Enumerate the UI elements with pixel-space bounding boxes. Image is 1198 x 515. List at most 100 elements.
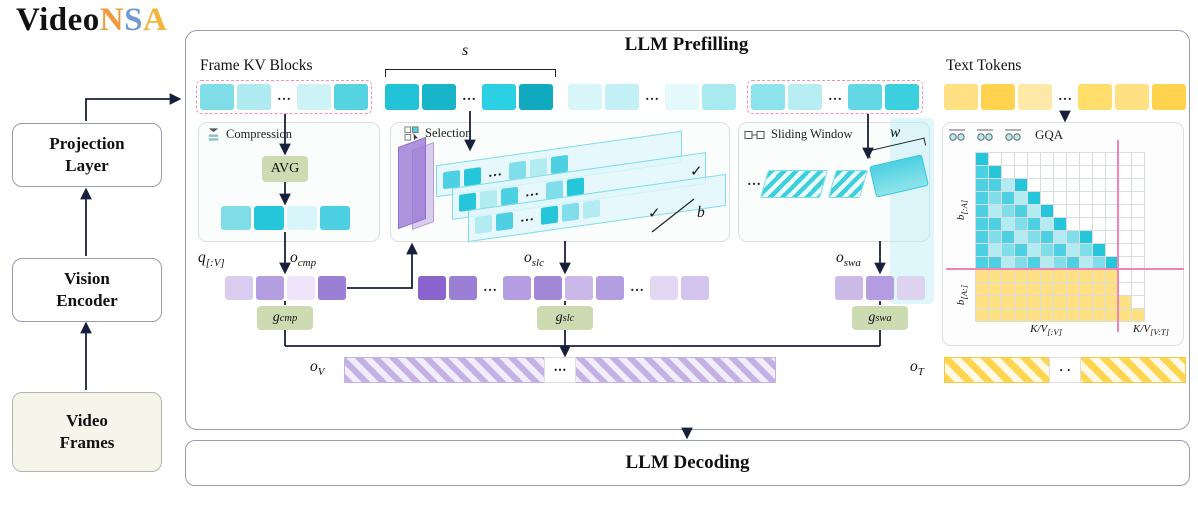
matrix-cell bbox=[976, 205, 989, 218]
matrix-cell bbox=[1067, 283, 1080, 296]
matrix-cell bbox=[976, 296, 989, 309]
vision-line2: Encoder bbox=[56, 291, 118, 310]
logo-s: S bbox=[124, 2, 143, 38]
sliding-label: Sliding Window bbox=[771, 127, 853, 141]
pink-vline bbox=[1117, 140, 1119, 332]
matrix-cell bbox=[1080, 244, 1093, 257]
matrix-cell bbox=[1054, 218, 1067, 231]
matrix-cell bbox=[1132, 270, 1145, 283]
token-block bbox=[665, 84, 699, 110]
plane-cell bbox=[551, 154, 568, 174]
matrix-cell bbox=[1041, 283, 1054, 296]
matrix-cell bbox=[1015, 153, 1028, 166]
frames-line1: Video bbox=[66, 410, 108, 430]
window-block bbox=[759, 170, 829, 198]
matrix-cell bbox=[1028, 218, 1041, 231]
checkmark: ✓ bbox=[648, 204, 661, 222]
plane-cell bbox=[541, 204, 558, 225]
matrix-cell bbox=[989, 205, 1002, 218]
matrix-cell bbox=[976, 270, 989, 283]
gqa-col-label-left: K/V[:V] bbox=[1030, 323, 1062, 338]
arrow-projection-to-prefill bbox=[85, 93, 182, 121]
text-tokens-row: … bbox=[944, 84, 1186, 110]
matrix-cell bbox=[1028, 192, 1041, 205]
plane-cell bbox=[583, 199, 600, 219]
matrix-cell bbox=[1002, 296, 1015, 309]
token-block bbox=[981, 84, 1015, 110]
matrix-cell bbox=[1015, 231, 1028, 244]
matrix-cell bbox=[1054, 153, 1067, 166]
matrix-cell bbox=[976, 218, 989, 231]
matrix-cell bbox=[1028, 244, 1041, 257]
o-t-bar: · · bbox=[944, 357, 1186, 383]
matrix-cell bbox=[1054, 270, 1067, 283]
matrix-cell bbox=[1054, 231, 1067, 244]
matrix-cell bbox=[1028, 153, 1041, 166]
matrix-cell bbox=[1119, 296, 1132, 309]
matrix-cell bbox=[1132, 179, 1145, 192]
llm-decoding-box: LLM Decoding bbox=[185, 440, 1190, 486]
matrix-cell bbox=[989, 218, 1002, 231]
matrix-cell bbox=[1028, 166, 1041, 179]
token-block bbox=[254, 206, 284, 230]
compression-label: Compression bbox=[226, 127, 292, 141]
gqa-col-label-right: K/V[V:T] bbox=[1133, 323, 1169, 338]
projection-line1: Projection bbox=[49, 133, 125, 153]
token-block bbox=[681, 276, 709, 300]
matrix-cell bbox=[976, 244, 989, 257]
matrix-cell bbox=[1041, 296, 1054, 309]
s-bracket bbox=[385, 69, 556, 77]
decoding-title: LLM Decoding bbox=[625, 452, 750, 473]
matrix-cell bbox=[1067, 270, 1080, 283]
matrix-cell bbox=[1119, 218, 1132, 231]
avg-label: AVG bbox=[270, 161, 300, 176]
matrix-cell bbox=[1067, 309, 1080, 322]
matrix-cell bbox=[1080, 192, 1093, 205]
matrix-cell bbox=[1093, 179, 1106, 192]
token-block bbox=[320, 206, 350, 230]
frames-line2: Frames bbox=[59, 433, 115, 452]
frame-kv-group-3: … bbox=[568, 84, 736, 110]
matrix-cell bbox=[1054, 283, 1067, 296]
matrix-cell bbox=[1067, 179, 1080, 192]
token-block bbox=[534, 276, 562, 300]
query-sheet bbox=[398, 136, 426, 230]
matrix-cell bbox=[1054, 205, 1067, 218]
sliding-header: Sliding Window bbox=[744, 127, 853, 142]
matrix-cell bbox=[1093, 244, 1106, 257]
plane-cell bbox=[443, 169, 460, 189]
matrix-cell bbox=[1119, 270, 1132, 283]
matrix-cell bbox=[1015, 283, 1028, 296]
matrix-cell bbox=[1067, 296, 1080, 309]
o-slc-row: …… bbox=[418, 276, 709, 300]
matrix-cell bbox=[1119, 244, 1132, 257]
ellipsis: … bbox=[277, 89, 291, 104]
token-block bbox=[200, 84, 234, 110]
token-block bbox=[866, 276, 894, 300]
matrix-cell bbox=[1054, 192, 1067, 205]
o-swa-row bbox=[835, 276, 925, 300]
gqa-row-label-bottom: b[A:] bbox=[954, 284, 970, 306]
matrix-cell bbox=[1002, 153, 1015, 166]
g-swa-gate: g swa bbox=[852, 306, 908, 330]
selection-icon bbox=[404, 126, 419, 141]
matrix-cell bbox=[1041, 179, 1054, 192]
matrix-cell bbox=[976, 153, 989, 166]
matrix-cell bbox=[1041, 309, 1054, 322]
plane-cell bbox=[464, 166, 481, 186]
matrix-cell bbox=[1015, 218, 1028, 231]
token-block bbox=[565, 276, 593, 300]
matrix-cell bbox=[1054, 309, 1067, 322]
token-block bbox=[221, 206, 251, 230]
matrix-cell bbox=[1132, 283, 1145, 296]
matrix-cell bbox=[1041, 205, 1054, 218]
matrix-cell bbox=[989, 153, 1002, 166]
token-block bbox=[848, 84, 882, 110]
matrix-cell bbox=[989, 244, 1002, 257]
plane-cell bbox=[509, 160, 526, 180]
logo-n: N bbox=[99, 2, 125, 38]
matrix-cell bbox=[1132, 309, 1145, 322]
sliding-window-icon bbox=[744, 130, 765, 139]
matrix-cell bbox=[1054, 244, 1067, 257]
